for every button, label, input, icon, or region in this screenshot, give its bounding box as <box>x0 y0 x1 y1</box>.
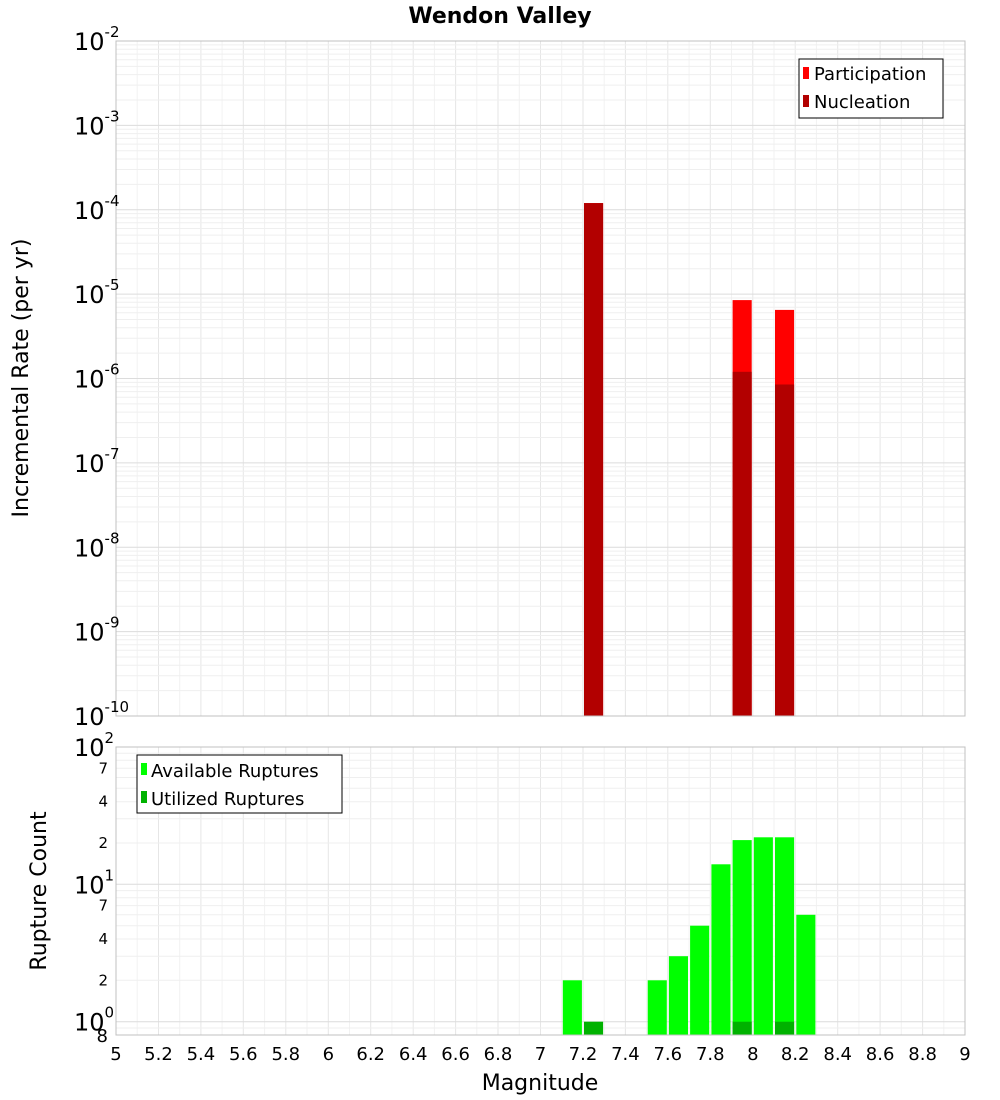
x-axis-title: Magnitude <box>482 1071 599 1096</box>
x-tick-label: 9 <box>959 1044 970 1065</box>
x-tick-label: 7.6 <box>653 1044 682 1065</box>
bottom-panel: 100 101 102 8 2 4 7 2 4 7 5 5.2 5.4 5.6 5.8 6 6.2 6.4 6.6… <box>27 729 971 1096</box>
x-tick-label: 5.6 <box>229 1044 258 1065</box>
nucleation-bar <box>732 371 752 716</box>
x-tick-label: 7.8 <box>696 1044 725 1065</box>
top-y-tick-labels: 10-10 10-9 10-8 10-7 10-6 10-5 10-4 10-3 10-2 <box>74 23 129 731</box>
bottom-y-tick-label: 100 <box>74 1004 114 1037</box>
utilized-ruptures-bar <box>732 1021 752 1035</box>
top-y-tick-label: 10-10 <box>74 698 129 731</box>
x-tick-labels: 5 5.2 5.4 5.6 5.8 6 6.2 6.4 6.6 6.8 7 7.2 7.4 7.6 7.8 8… <box>110 1044 970 1065</box>
nucleation-bar <box>775 384 795 716</box>
x-tick-label: 5.8 <box>271 1044 300 1065</box>
legend-label-utilized: Utilized Ruptures <box>151 789 304 810</box>
x-tick-label: 8.6 <box>866 1044 895 1065</box>
bottom-y-minor-tick-label: 2 <box>98 834 108 852</box>
bottom-y-minor-tick-label: 7 <box>98 759 108 777</box>
x-tick-label: 5.4 <box>187 1044 216 1065</box>
top-y-tick-label: 10-5 <box>74 276 120 309</box>
available-ruptures-bar <box>775 837 795 1035</box>
bottom-legend: Available Ruptures Utilized Ruptures <box>136 754 343 814</box>
legend-swatch-utilized <box>141 791 147 803</box>
utilized-ruptures-bar <box>775 1021 795 1035</box>
available-ruptures-bar <box>711 864 731 1035</box>
nucleation-bar <box>584 203 604 717</box>
legend-swatch-nucleation <box>803 95 809 107</box>
top-y-tick-label: 10-6 <box>74 361 120 394</box>
legend-label-participation: Participation <box>814 64 926 85</box>
top-plot-border <box>115 40 966 717</box>
x-tick-label: 8.2 <box>781 1044 810 1065</box>
legend-label-nucleation: Nucleation <box>814 92 910 113</box>
top-y-tick-label: 10-3 <box>74 107 120 140</box>
available-ruptures-bar <box>562 980 582 1035</box>
bottom-y-tick-labels: 100 101 102 8 2 4 7 2 4 7 <box>74 729 114 1047</box>
top-gridlines <box>115 41 966 717</box>
bottom-y-tick-label: 101 <box>74 866 114 899</box>
bottom-y-axis-title: Rupture Count <box>27 811 52 971</box>
x-tick-label: 7.4 <box>611 1044 640 1065</box>
x-tick-label: 5.2 <box>144 1044 173 1065</box>
available-ruptures-bar <box>753 837 773 1035</box>
top-legend: Participation Nucleation <box>798 58 944 119</box>
available-ruptures-bar <box>647 980 667 1035</box>
top-panel: 10-10 10-9 10-8 10-7 10-6 10-5 10-4 10-3 10-2 In… <box>9 23 966 731</box>
bottom-y-minor-tick-label: 4 <box>98 930 108 948</box>
bottom-bars <box>562 837 816 1035</box>
chart-title: Wendon Valley <box>408 4 591 29</box>
bottom-legend-box <box>136 754 343 814</box>
top-y-tick-label: 10-2 <box>74 23 120 56</box>
top-y-tick-label: 10-4 <box>74 192 120 225</box>
x-tick-label: 8.8 <box>908 1044 937 1065</box>
x-tick-label: 6.8 <box>484 1044 513 1065</box>
bottom-y-minor-tick-label: 2 <box>98 971 108 989</box>
legend-swatch-participation <box>803 67 809 79</box>
bottom-y-tick-label: 102 <box>74 729 114 762</box>
bottom-y-minor-tick-label: 8 <box>97 1026 108 1047</box>
top-y-axis-title: Incremental Rate (per yr) <box>9 239 34 518</box>
x-tick-label: 8 <box>747 1044 758 1065</box>
x-tick-label: 6 <box>323 1044 334 1065</box>
available-ruptures-bar <box>690 925 710 1035</box>
utilized-ruptures-bar <box>584 1021 604 1035</box>
top-y-tick-label: 10-9 <box>74 614 120 647</box>
x-tick-label: 8.4 <box>823 1044 852 1065</box>
top-bars <box>584 203 795 717</box>
available-ruptures-bar <box>796 914 816 1035</box>
x-tick-label: 6.2 <box>356 1044 385 1065</box>
available-ruptures-bar <box>732 840 752 1035</box>
bottom-y-minor-tick-label: 7 <box>98 897 108 915</box>
x-tick-label: 6.4 <box>399 1044 428 1065</box>
top-y-tick-label: 10-7 <box>74 445 120 478</box>
legend-swatch-available <box>141 763 147 775</box>
x-tick-label: 7.2 <box>569 1044 598 1065</box>
available-ruptures-bar <box>668 956 688 1035</box>
top-legend-box <box>798 58 944 119</box>
bottom-gridlines <box>115 746 966 1036</box>
x-tick-label: 6.6 <box>441 1044 470 1065</box>
bottom-plot-border <box>115 746 966 1036</box>
top-y-tick-label: 10-8 <box>74 529 120 562</box>
bottom-y-minor-tick-label: 4 <box>98 793 108 811</box>
legend-label-available: Available Ruptures <box>151 761 319 782</box>
x-tick-label: 5 <box>110 1044 121 1065</box>
x-tick-label: 7 <box>535 1044 546 1065</box>
